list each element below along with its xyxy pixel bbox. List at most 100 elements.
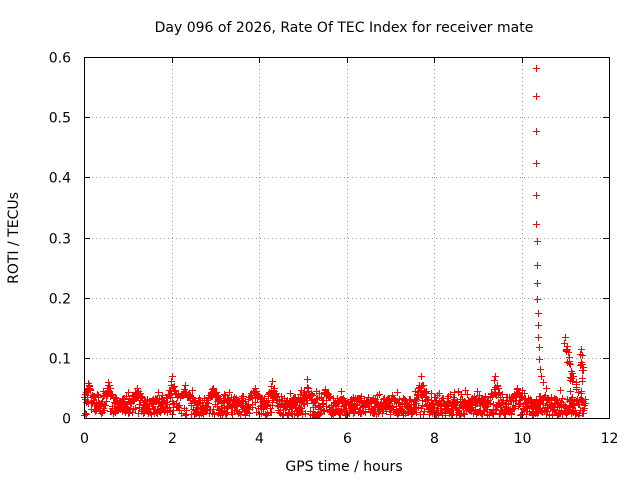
data-point (562, 334, 569, 341)
data-point (226, 389, 233, 396)
data-point (189, 387, 196, 394)
data-point (538, 373, 545, 380)
data-point (338, 388, 345, 395)
data-point (517, 400, 524, 407)
data-point (573, 381, 580, 388)
data-point (105, 379, 112, 386)
y-tick-label: 0.3 (49, 232, 71, 248)
data-point (379, 410, 386, 417)
data-point (137, 390, 144, 397)
data-point (488, 390, 495, 397)
data-point (470, 410, 477, 417)
data-point (394, 389, 401, 396)
data-point (448, 412, 455, 419)
data-point (569, 370, 576, 377)
y-tick-label: 0.4 (49, 171, 71, 187)
data-point (535, 322, 542, 329)
data-point (229, 411, 236, 418)
data-markers (81, 65, 589, 419)
data-point (494, 382, 501, 389)
data-point (161, 408, 168, 415)
data-point (553, 396, 560, 403)
data-point (491, 377, 498, 384)
chart-title: Day 096 of 2026, Rate Of TEC Index for r… (155, 20, 534, 36)
data-point (218, 408, 225, 415)
data-point (580, 367, 587, 374)
data-point (461, 411, 468, 418)
data-point (295, 410, 302, 417)
data-point (534, 238, 541, 245)
data-point (272, 391, 279, 398)
data-point (568, 375, 575, 382)
data-point (245, 402, 252, 409)
data-point (435, 411, 442, 418)
data-point (499, 391, 506, 398)
data-point (543, 385, 550, 392)
data-point (413, 409, 420, 416)
data-point (124, 401, 131, 408)
data-point (320, 400, 327, 407)
data-point (95, 394, 102, 401)
data-point (312, 399, 319, 406)
data-point (474, 388, 481, 395)
x-tick-label: 2 (168, 431, 177, 447)
data-point (534, 280, 541, 287)
data-point (171, 383, 178, 390)
data-point (487, 400, 494, 407)
data-point (323, 403, 330, 410)
data-point (220, 399, 227, 406)
data-point (200, 411, 207, 418)
data-point (534, 410, 541, 417)
data-point (244, 403, 251, 410)
data-point (533, 160, 540, 167)
data-point (579, 352, 586, 359)
data-point (159, 392, 166, 399)
x-axis-label: GPS time / hours (285, 459, 402, 475)
data-point (125, 389, 132, 396)
data-point (417, 387, 424, 394)
data-point (85, 380, 92, 387)
data-point (534, 296, 541, 303)
data-point (464, 403, 471, 410)
data-point (114, 397, 121, 404)
y-tick-label: 0.5 (49, 111, 71, 127)
data-point (421, 408, 428, 415)
data-point (320, 407, 327, 414)
data-point (535, 334, 542, 341)
x-tick-label: 8 (430, 431, 439, 447)
data-point (252, 385, 259, 392)
data-point (423, 388, 430, 395)
data-point (214, 403, 221, 410)
data-point (579, 378, 586, 385)
data-point (138, 394, 145, 401)
data-point (253, 388, 260, 395)
data-point (183, 407, 190, 414)
data-point (292, 394, 299, 401)
data-point (246, 410, 253, 417)
data-point (540, 379, 547, 386)
data-point (572, 409, 579, 416)
data-point (508, 410, 515, 417)
grid (84, 57, 609, 418)
data-point (514, 385, 521, 392)
data-point (164, 409, 171, 416)
data-point (129, 409, 136, 416)
data-point (534, 262, 541, 269)
data-point (204, 397, 211, 404)
x-tick-label: 12 (601, 431, 619, 447)
y-tick-label: 0.1 (49, 352, 71, 368)
data-point (288, 410, 295, 417)
data-point (490, 411, 497, 418)
data-point (107, 385, 114, 392)
data-point (221, 391, 228, 398)
data-point (537, 366, 544, 373)
data-point (194, 404, 201, 411)
data-point (495, 390, 502, 397)
y-tick-label: 0.6 (49, 51, 71, 67)
data-point (307, 408, 314, 415)
data-point (176, 402, 183, 409)
data-point (442, 412, 449, 419)
data-point (326, 393, 333, 400)
data-point (536, 344, 543, 351)
